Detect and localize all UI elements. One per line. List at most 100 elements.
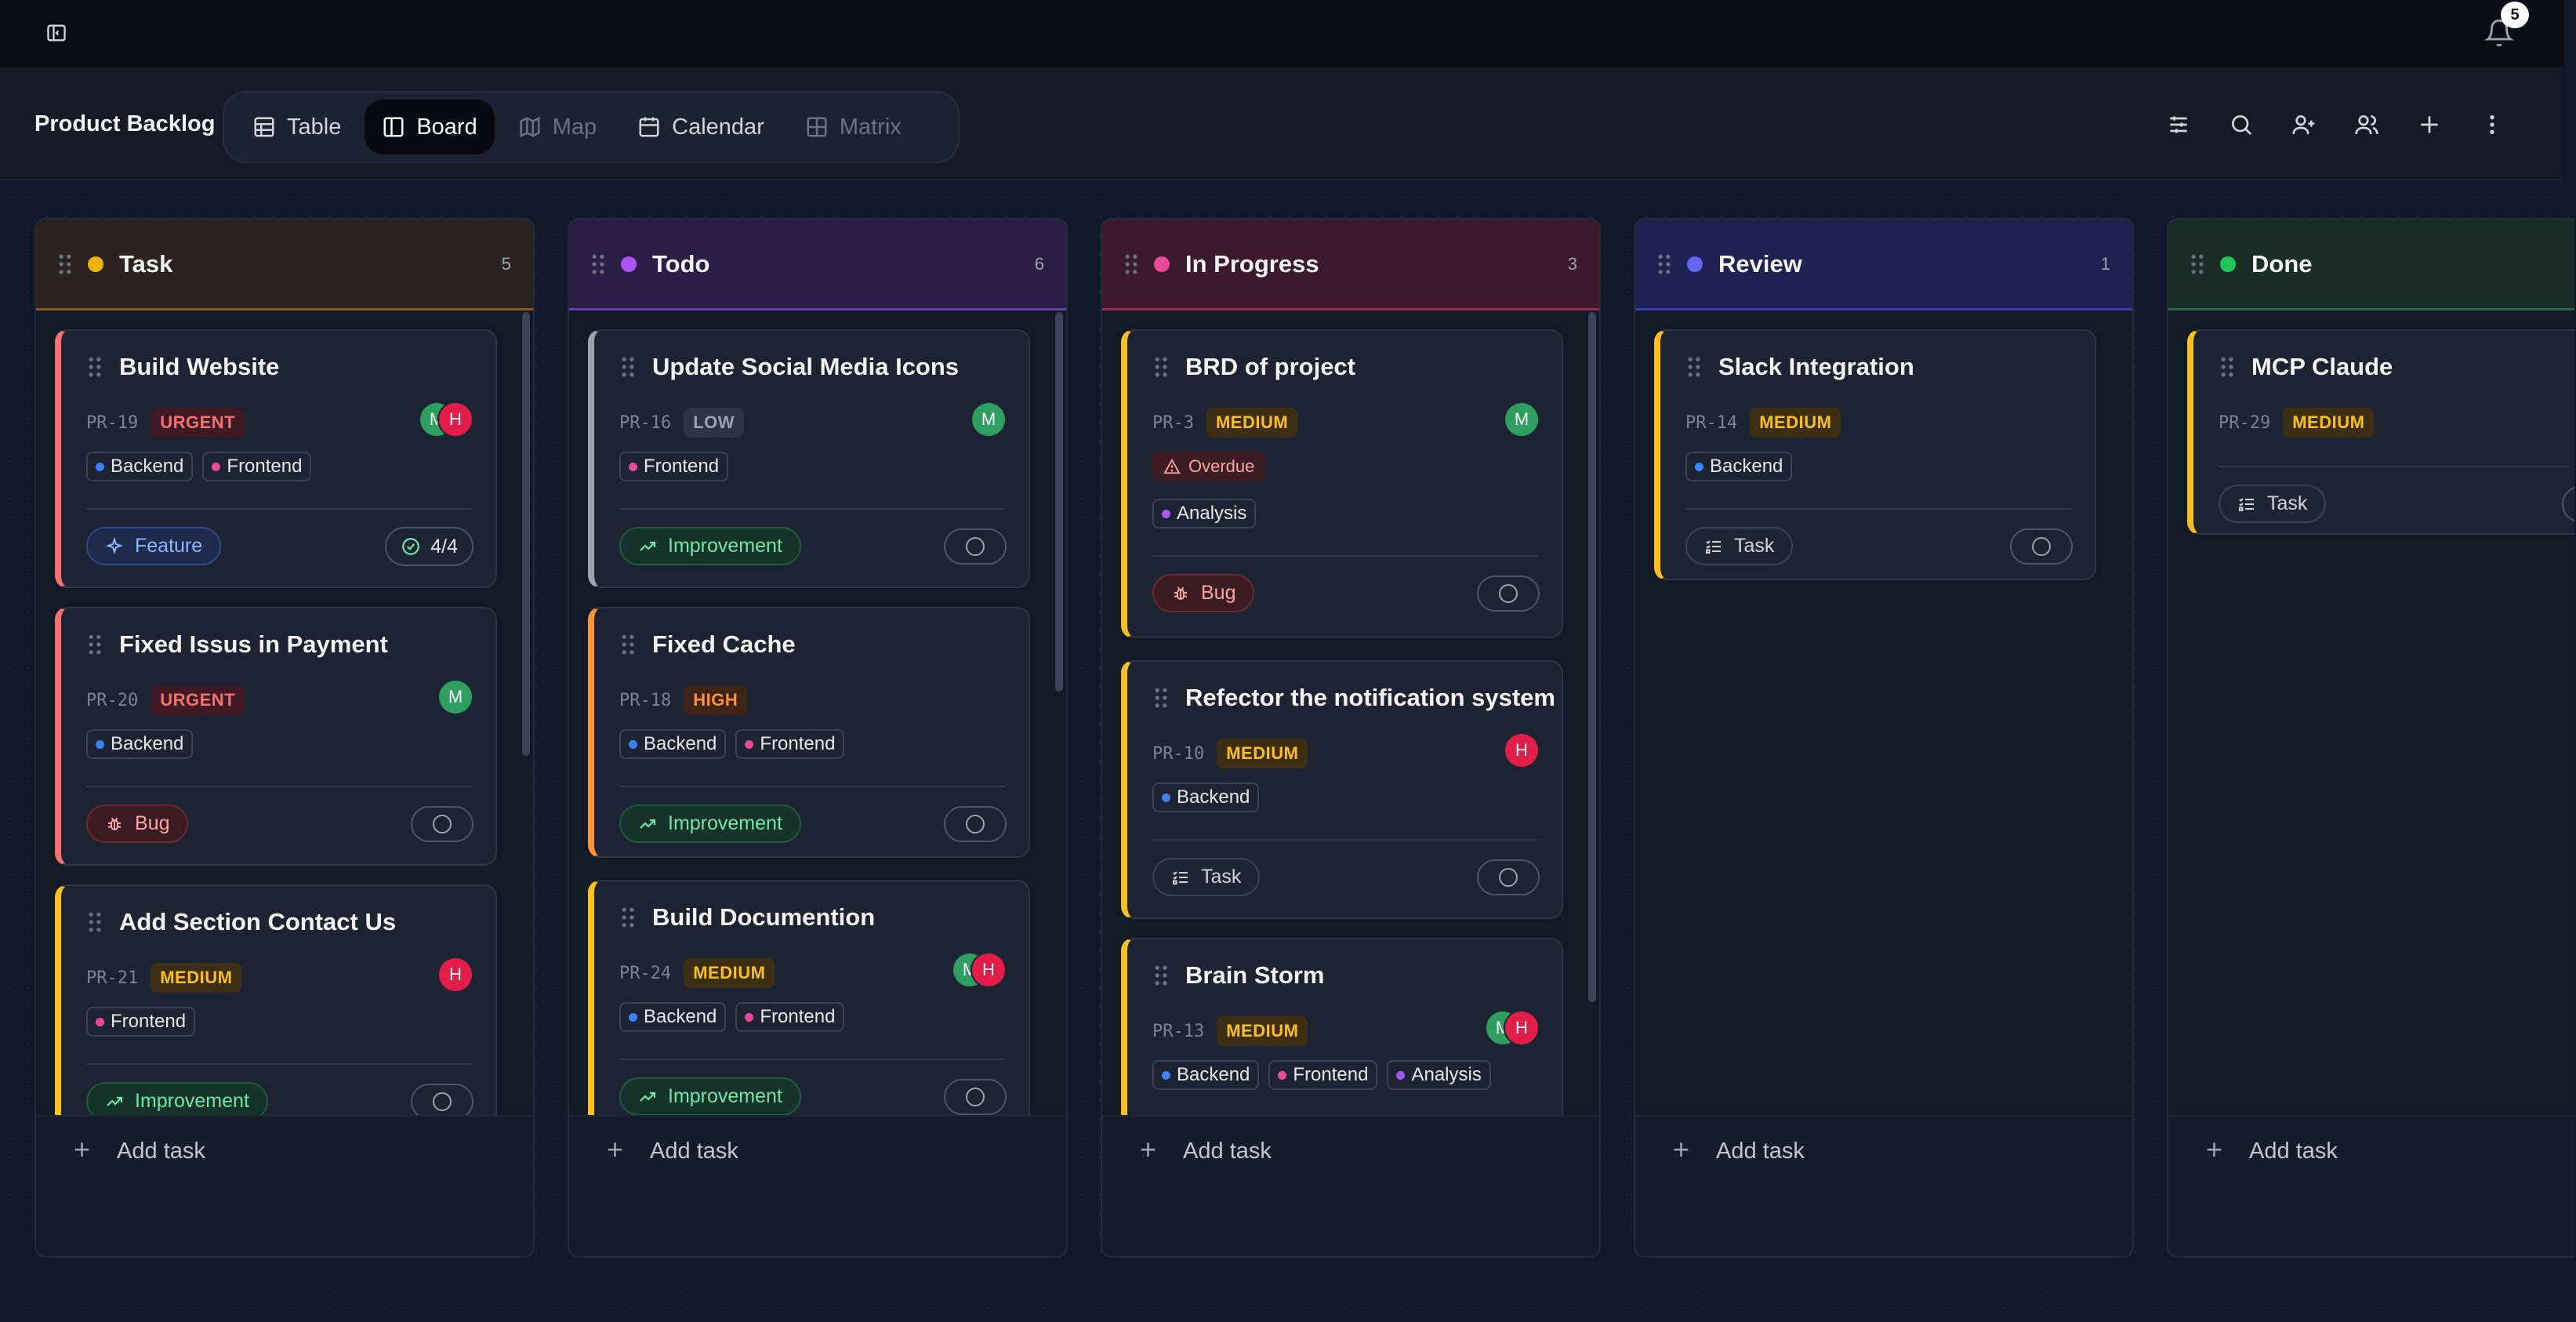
- complete-toggle[interactable]: [944, 1079, 1007, 1115]
- tab-matrix[interactable]: Matrix: [788, 100, 919, 154]
- type-badge[interactable]: Improvement: [86, 1082, 268, 1120]
- card-divider: [619, 1059, 1005, 1060]
- tag: Analysis: [1387, 1060, 1491, 1090]
- type-badge[interactable]: Bug: [86, 804, 189, 843]
- drag-handle-icon[interactable]: [88, 634, 102, 655]
- type-badge[interactable]: Bug: [1152, 574, 1255, 612]
- subtask-progress[interactable]: 4/4: [385, 527, 473, 566]
- type-badge[interactable]: Task: [1152, 858, 1261, 896]
- task-card[interactable]: Build Documention PR-24 MEDIUM M H Backend Fro…: [588, 880, 1030, 1139]
- add-task-button[interactable]: + Add task: [2168, 1115, 2574, 1256]
- task-card[interactable]: Fixed Issus in Payment PR-20 URGENT M Backen…: [55, 607, 497, 866]
- tag-dot: [1278, 1070, 1287, 1080]
- complete-toggle[interactable]: [411, 806, 473, 842]
- more-vertical-icon[interactable]: [2477, 110, 2507, 140]
- task-card[interactable]: Slack Integration PR-14 MEDIUM Backend Task: [1654, 329, 2096, 580]
- drag-handle-icon[interactable]: [621, 634, 635, 655]
- users-icon[interactable]: [2352, 110, 2382, 140]
- sidebar-toggle-icon[interactable]: [44, 20, 69, 45]
- add-task-button[interactable]: + Add task: [1102, 1115, 1599, 1256]
- tab-label: Board: [416, 114, 477, 140]
- type-badge[interactable]: Improvement: [619, 804, 801, 843]
- complete-toggle[interactable]: [2010, 528, 2073, 565]
- complete-toggle[interactable]: [1477, 576, 1540, 612]
- drag-handle-icon[interactable]: [2190, 254, 2204, 274]
- task-card[interactable]: Update Social Media Icons PR-16 LOW M Fronte…: [588, 329, 1030, 588]
- complete-toggle[interactable]: [944, 806, 1007, 842]
- type-badge[interactable]: Improvement: [619, 1077, 801, 1116]
- avatar[interactable]: M: [1504, 401, 1540, 438]
- drag-handle-icon[interactable]: [1657, 254, 1671, 274]
- type-badge[interactable]: Task: [2219, 485, 2327, 523]
- drag-handle-icon[interactable]: [1687, 357, 1701, 377]
- task-id: PR-13: [1152, 1021, 1205, 1041]
- drag-handle-icon[interactable]: [88, 912, 102, 932]
- notifications-bell-icon[interactable]: [2483, 16, 2515, 50]
- avatar[interactable]: M: [437, 679, 473, 715]
- tag-label: Backend: [111, 456, 184, 477]
- avatar[interactable]: M: [971, 401, 1007, 438]
- tab-calendar[interactable]: Calendar: [620, 100, 782, 154]
- tab-table[interactable]: Table: [235, 100, 358, 154]
- warning-icon: [1163, 458, 1181, 474]
- drag-handle-icon[interactable]: [1154, 357, 1168, 377]
- add-task-button[interactable]: + Add task: [36, 1115, 533, 1256]
- card-title: MCP Claude: [2220, 353, 2393, 381]
- card-meta: PR-18 HIGH: [619, 685, 748, 715]
- card-title: Refector the notification system: [1154, 684, 1555, 712]
- filter-sliders-icon[interactable]: [2164, 110, 2193, 140]
- tab-map[interactable]: Map: [501, 100, 614, 154]
- tag-dot: [96, 1017, 104, 1026]
- drag-handle-icon[interactable]: [621, 357, 635, 377]
- column-header: Task 5: [36, 220, 533, 311]
- column-scrollbar[interactable]: [522, 312, 530, 756]
- progress-label: 4/4: [430, 535, 458, 557]
- task-icon: [2239, 497, 2254, 511]
- tag-list: Frontend: [86, 1007, 196, 1037]
- card-title: Brain Storm: [1154, 961, 1324, 990]
- drag-handle-icon[interactable]: [1124, 254, 1138, 274]
- improvement-icon: [640, 541, 656, 551]
- drag-handle-icon[interactable]: [1154, 965, 1168, 986]
- complete-toggle[interactable]: [1477, 859, 1540, 895]
- type-badge[interactable]: Feature: [86, 527, 222, 565]
- tag-list: Backend Frontend: [86, 452, 312, 481]
- drag-handle-icon[interactable]: [591, 254, 605, 274]
- card-divider: [619, 786, 1005, 787]
- card-title-text: Fixed Cache: [652, 630, 796, 658]
- task-card[interactable]: MCP Claude PR-29 MEDIUM Task: [2187, 329, 2574, 535]
- tab-label: Table: [287, 114, 342, 140]
- drag-handle-icon[interactable]: [2220, 357, 2234, 377]
- drag-handle-icon[interactable]: [621, 907, 635, 928]
- type-label: Task: [2267, 492, 2308, 514]
- drag-handle-icon[interactable]: [1154, 688, 1168, 708]
- avatar[interactable]: H: [437, 957, 473, 993]
- complete-toggle[interactable]: [2562, 486, 2574, 522]
- add-task-button[interactable]: + Add task: [569, 1115, 1066, 1256]
- drag-handle-icon[interactable]: [58, 254, 72, 274]
- add-user-icon[interactable]: [2289, 110, 2319, 140]
- type-badge[interactable]: Task: [1685, 527, 1794, 565]
- avatar[interactable]: H: [437, 401, 473, 438]
- tab-board[interactable]: Board: [365, 100, 495, 154]
- task-card[interactable]: Refector the notification system PR-10 MED…: [1121, 660, 1563, 919]
- column-scrollbar[interactable]: [1055, 312, 1063, 692]
- drag-handle-icon[interactable]: [88, 357, 102, 377]
- column-scrollbar[interactable]: [1588, 312, 1596, 1002]
- avatar[interactable]: H: [971, 952, 1007, 988]
- search-icon[interactable]: [2226, 110, 2256, 140]
- task-card[interactable]: Fixed Cache PR-18 HIGH Backend Frontend Impro…: [588, 607, 1030, 858]
- complete-toggle[interactable]: [944, 528, 1007, 565]
- task-card[interactable]: Build Website PR-19 URGENT M H Backend Fronten…: [55, 329, 497, 588]
- card-title-text: Refector the notification system: [1185, 684, 1555, 711]
- avatar[interactable]: H: [1504, 1010, 1540, 1046]
- card-meta: PR-20 URGENT: [86, 685, 245, 715]
- type-badge[interactable]: Improvement: [619, 527, 801, 565]
- task-card[interactable]: Add Section Contact Us PR-21 MEDIUM H Fronte…: [55, 884, 497, 1143]
- task-card[interactable]: BRD of project PR-3 MEDIUM M Overdue Analysis…: [1121, 329, 1563, 638]
- plus-icon[interactable]: [2415, 110, 2444, 140]
- add-task-button[interactable]: + Add task: [1635, 1115, 2132, 1256]
- priority-badge: MEDIUM: [2283, 408, 2375, 438]
- avatar[interactable]: H: [1504, 732, 1540, 768]
- card-title: Fixed Issus in Payment: [88, 630, 388, 659]
